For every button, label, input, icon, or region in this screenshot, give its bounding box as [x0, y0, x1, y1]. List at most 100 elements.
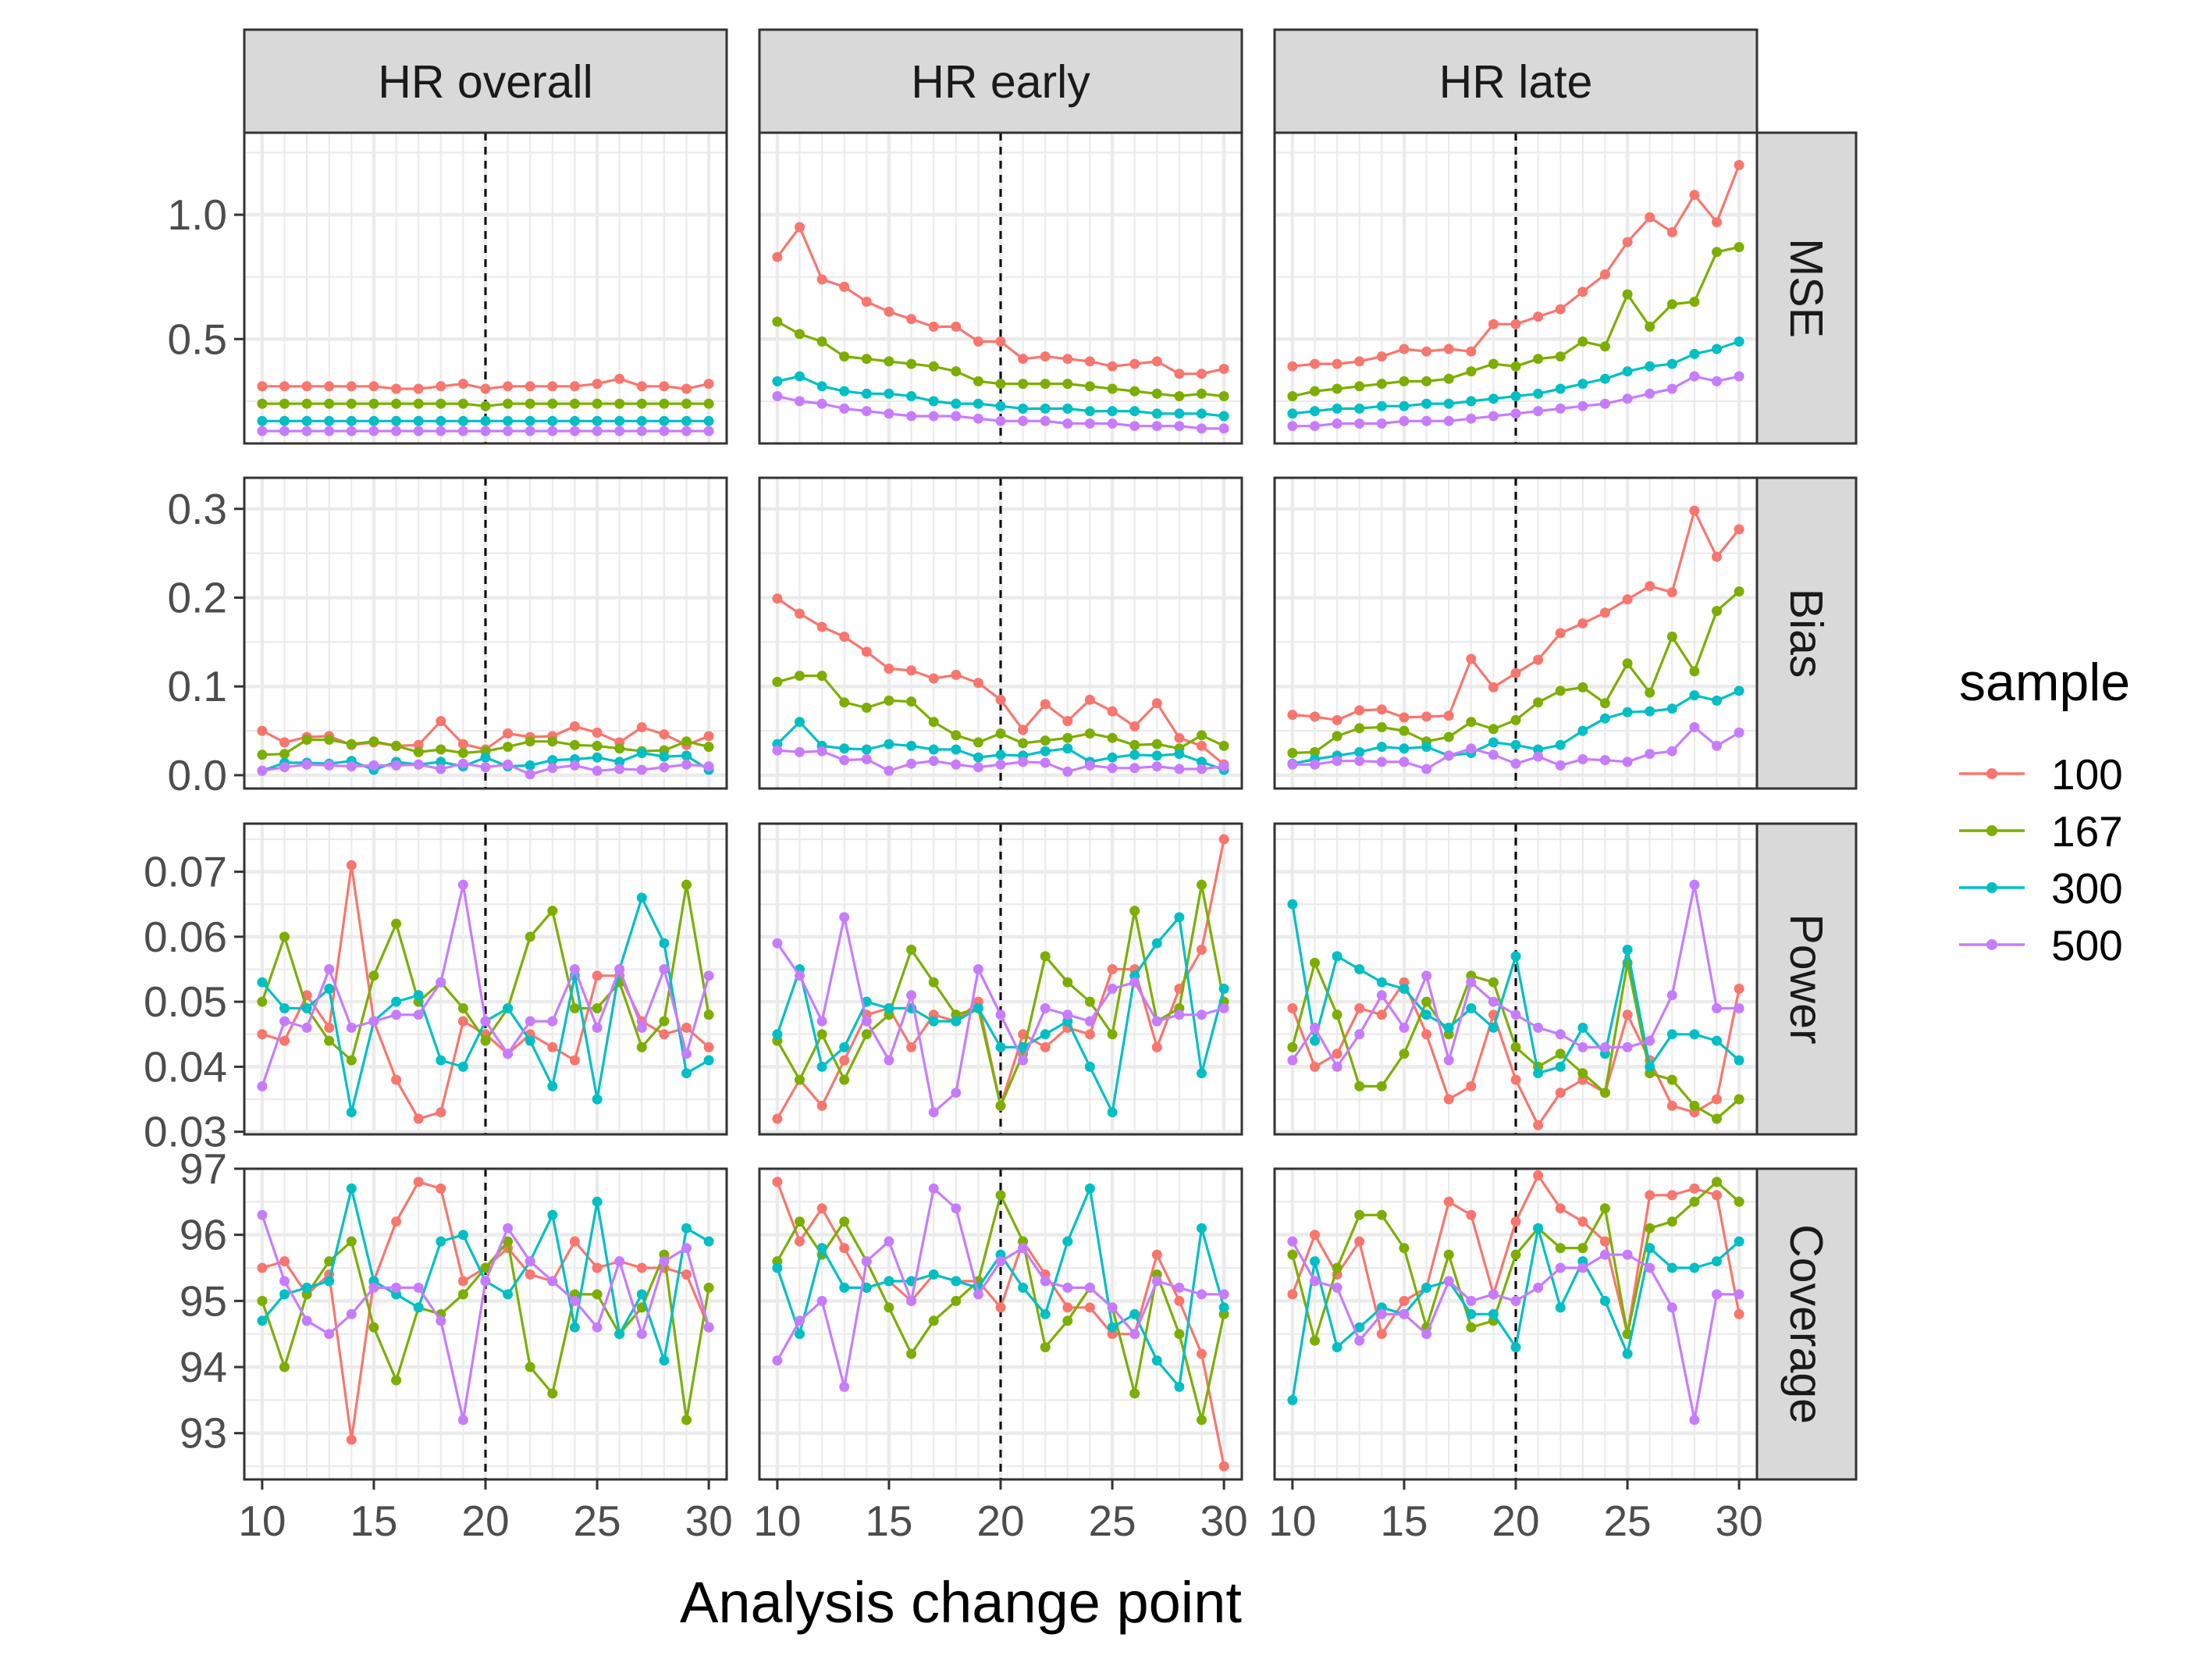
- data-point-500: [1062, 1282, 1073, 1293]
- data-point-500: [1218, 1289, 1229, 1300]
- data-point-167: [1689, 666, 1700, 677]
- data-point-167: [1151, 739, 1162, 749]
- legend-item-167: 167: [1959, 807, 2123, 856]
- y-tick-label: 93: [180, 1409, 227, 1458]
- data-point-300: [457, 1230, 468, 1241]
- data-point-500: [592, 765, 603, 776]
- data-point-300: [1399, 401, 1410, 411]
- data-point-167: [257, 996, 268, 1007]
- data-point-300: [457, 1061, 468, 1072]
- data-point-167: [592, 398, 603, 409]
- data-point-167: [1689, 1196, 1700, 1207]
- strip-label-coverage: Coverage: [1780, 1224, 1832, 1424]
- data-point-100: [928, 673, 939, 684]
- data-point-300: [1197, 408, 1207, 419]
- data-point-300: [1107, 1107, 1118, 1118]
- data-point-300: [839, 743, 850, 754]
- data-point-500: [436, 977, 446, 988]
- data-point-100: [279, 1256, 290, 1267]
- data-point-167: [391, 1375, 402, 1386]
- data-point-500: [1533, 751, 1544, 762]
- data-point-500: [1062, 766, 1073, 777]
- data-point-500: [1129, 763, 1140, 774]
- data-point-500: [1018, 415, 1029, 426]
- data-point-300: [1310, 1256, 1320, 1267]
- data-point-500: [951, 1088, 962, 1098]
- data-point-100: [772, 251, 783, 262]
- data-point-167: [1151, 388, 1162, 399]
- data-point-300: [503, 1003, 514, 1013]
- data-point-300: [1062, 403, 1073, 414]
- data-point-167: [1107, 383, 1118, 394]
- data-point-167: [951, 730, 962, 741]
- data-point-167: [1645, 1223, 1655, 1234]
- data-point-300: [436, 1236, 446, 1247]
- data-point-167: [1712, 1113, 1722, 1124]
- data-point-300: [816, 381, 827, 392]
- data-point-100: [457, 1016, 468, 1027]
- legend-label: 167: [2051, 807, 2123, 856]
- data-point-167: [951, 366, 962, 377]
- data-point-167: [1040, 735, 1051, 746]
- data-point-100: [1510, 1216, 1521, 1227]
- data-point-167: [1510, 1249, 1521, 1260]
- legend-label: 100: [2051, 750, 2123, 799]
- data-point-167: [346, 1236, 357, 1247]
- data-point-500: [1666, 990, 1677, 1001]
- data-point-100: [659, 381, 670, 392]
- data-point-300: [301, 1003, 312, 1013]
- data-point-300: [1622, 366, 1633, 377]
- data-point-100: [1354, 1003, 1365, 1013]
- data-point-167: [1354, 381, 1365, 392]
- data-point-300: [1310, 406, 1320, 417]
- data-point-100: [1129, 721, 1140, 732]
- panel-mse-hr-overall: [243, 131, 728, 445]
- data-point-500: [839, 1381, 850, 1392]
- data-point-167: [391, 398, 402, 409]
- data-point-167: [1666, 632, 1677, 642]
- data-point-500: [346, 1022, 357, 1033]
- data-point-500: [257, 1080, 268, 1091]
- data-point-500: [547, 1276, 558, 1287]
- data-point-300: [1151, 750, 1162, 761]
- data-point-100: [391, 1074, 402, 1085]
- data-point-167: [569, 739, 580, 750]
- series-group: [772, 1177, 1229, 1472]
- data-point-167: [906, 358, 917, 369]
- data-point-500: [1040, 1276, 1051, 1287]
- data-point-167: [368, 970, 379, 981]
- data-point-100: [324, 381, 335, 392]
- data-point-100: [995, 1302, 1006, 1313]
- data-point-100: [1197, 945, 1207, 955]
- data-point-500: [436, 764, 446, 774]
- data-point-100: [525, 381, 535, 392]
- data-point-100: [436, 716, 446, 727]
- data-point-300: [1622, 1348, 1633, 1359]
- data-point-500: [1712, 1003, 1722, 1013]
- data-point-300: [1622, 945, 1633, 955]
- data-point-500: [1421, 415, 1432, 426]
- data-point-500: [1332, 418, 1342, 429]
- data-point-100: [257, 725, 268, 736]
- data-point-167: [1376, 722, 1387, 732]
- data-point-500: [1734, 727, 1744, 738]
- data-point-500: [1287, 759, 1298, 770]
- data-point-500: [1197, 1289, 1207, 1300]
- data-point-500: [301, 425, 312, 436]
- data-point-500: [592, 1322, 603, 1333]
- legend-title: sample: [1959, 653, 2130, 712]
- data-point-167: [391, 918, 402, 929]
- data-point-500: [1488, 411, 1499, 422]
- data-point-500: [301, 1315, 312, 1326]
- panel-border: [758, 476, 1243, 790]
- data-point-167: [928, 361, 939, 372]
- data-point-500: [928, 1107, 939, 1118]
- data-point-500: [772, 938, 783, 949]
- data-point-300: [1689, 348, 1700, 359]
- data-point-500: [636, 425, 647, 436]
- data-point-500: [1062, 1009, 1073, 1020]
- data-point-500: [614, 1256, 625, 1267]
- data-point-500: [1577, 1262, 1588, 1273]
- data-point-300: [592, 1094, 603, 1105]
- data-point-100: [816, 274, 827, 285]
